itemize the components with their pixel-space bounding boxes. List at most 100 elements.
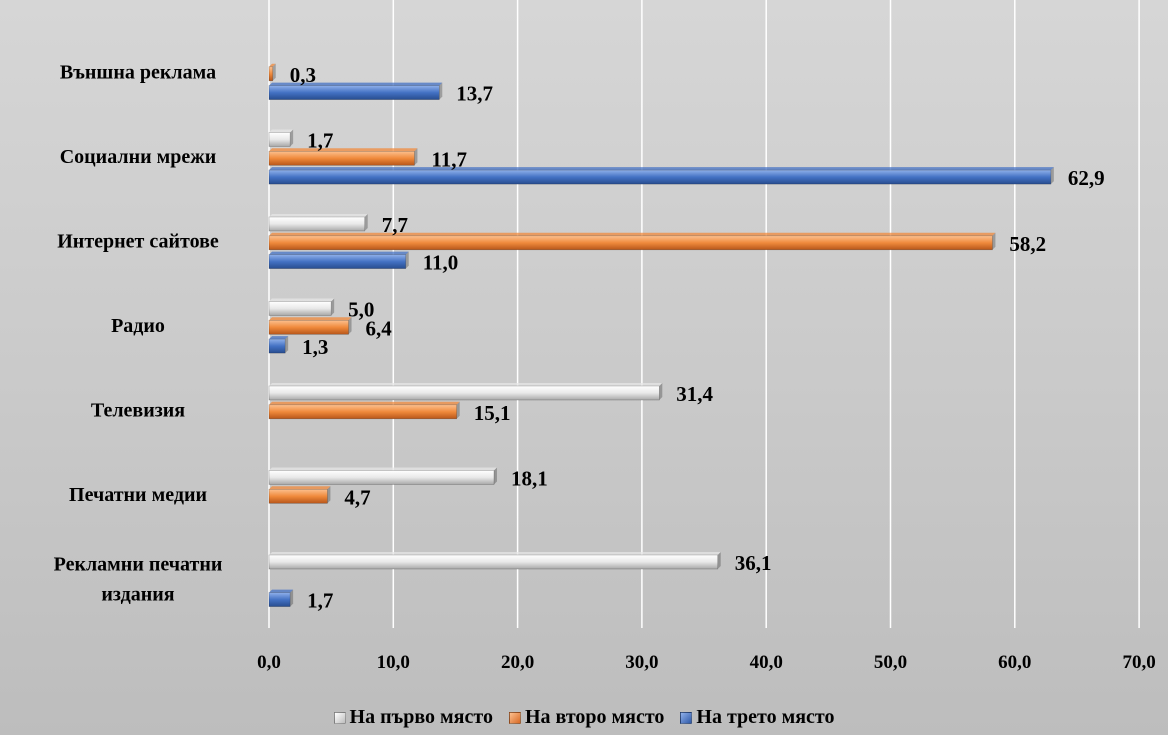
bar-top-face <box>269 336 289 340</box>
bar-side-face <box>348 317 352 335</box>
bar-front-face <box>268 151 415 166</box>
data-label: 4,7 <box>344 485 370 509</box>
legend-item: На второ място <box>508 706 665 729</box>
bar-second-place <box>268 63 276 82</box>
bar-front-face <box>268 385 660 401</box>
grid-lines <box>268 0 1140 628</box>
x-tick-label: 10,0 <box>377 652 410 673</box>
bar-side-face <box>493 467 497 485</box>
bar-second-place <box>268 401 460 420</box>
bar-front-face <box>268 169 1052 185</box>
data-label: 62,9 <box>1068 166 1105 190</box>
category-label: Радио <box>111 315 165 337</box>
bar-second-place <box>268 148 418 166</box>
bar-first-place <box>268 298 335 316</box>
bar-front-face <box>268 132 291 147</box>
legend-label: На трето място <box>696 706 835 728</box>
bar-first-place <box>268 467 497 485</box>
bar-front-face <box>268 488 328 504</box>
data-label: 15,1 <box>474 401 511 425</box>
data-label: 6,4 <box>366 316 393 340</box>
legend-swatch <box>680 711 693 724</box>
bar-side-face <box>456 401 460 419</box>
bar-top-face <box>269 148 418 152</box>
x-tick-label: 60,0 <box>998 652 1031 673</box>
data-label: 11,7 <box>431 147 467 171</box>
bar-top-face <box>269 401 460 405</box>
bar-third-place <box>268 167 1054 185</box>
data-label: 1,7 <box>307 589 333 613</box>
bar-top-face <box>269 467 497 471</box>
data-label: 18,1 <box>511 467 548 491</box>
bar-side-face <box>290 589 294 607</box>
legend-label: На второ място <box>524 706 665 728</box>
bar-top-face <box>269 383 663 386</box>
legend-item: На първо място <box>333 706 493 729</box>
category-label: Социални мрежи <box>60 146 217 168</box>
labels: 0,0 10,0 20,0 30,0 40,0 50,0 60,0 70,0 Външна ре… <box>54 61 1156 673</box>
data-label: 0,3 <box>290 63 316 87</box>
bar-first-place <box>268 214 368 232</box>
bar-side-face <box>414 148 418 166</box>
bar-side-face <box>364 214 368 231</box>
bar-top-face <box>269 232 996 236</box>
bar-third-place <box>268 82 443 100</box>
bar-front-face <box>268 319 349 335</box>
bar-front-face <box>268 66 274 82</box>
bar-side-face <box>272 63 276 81</box>
bar-third-place <box>268 336 289 354</box>
bar-side-face <box>327 486 331 504</box>
bar-side-face <box>1050 167 1054 185</box>
bar-top-face <box>269 317 352 321</box>
data-label: 11,0 <box>423 251 459 275</box>
bar-front-face <box>268 235 993 251</box>
bar-second-place <box>268 317 352 335</box>
bars <box>268 63 1054 607</box>
bar-first-place <box>268 129 294 147</box>
bar-third-place <box>268 589 294 607</box>
bar-side-face <box>405 251 409 269</box>
bar-front-face <box>268 404 457 420</box>
bar-side-face <box>717 552 721 569</box>
bar-side-face <box>659 383 663 400</box>
legend-item: На трето място <box>680 706 834 729</box>
data-label: 5,0 <box>348 298 374 322</box>
bar-front-face <box>268 592 291 607</box>
bar-side-face <box>439 82 443 100</box>
bar-top-face <box>269 552 721 555</box>
bar-top-face <box>269 167 1054 171</box>
bar-top-face <box>269 63 276 67</box>
bar-third-place <box>268 251 409 269</box>
category-label: Интернет сайтове <box>57 230 219 252</box>
bar-top-face <box>269 486 331 490</box>
bar-side-face <box>285 336 289 354</box>
bar-top-face <box>269 251 409 255</box>
bar-second-place <box>268 486 331 504</box>
category-label: Рекламни печатни издания <box>54 553 223 605</box>
legend-swatch <box>508 711 521 724</box>
x-tick-label: 40,0 <box>750 652 783 673</box>
bar-front-face <box>268 554 719 570</box>
data-label: 1,7 <box>307 129 333 153</box>
bar-front-face <box>268 470 495 485</box>
bar-front-face <box>268 338 286 354</box>
x-tick-label: 50,0 <box>874 652 907 673</box>
legend: На първо място На второ място На трето мяс… <box>0 706 1168 729</box>
category-label: Телевизия <box>91 399 185 421</box>
bar-front-face <box>268 254 407 269</box>
bar-side-face <box>331 298 335 316</box>
bar-side-face <box>290 129 294 147</box>
category-label: Печатни медии <box>69 484 207 506</box>
x-tick-label: 0,0 <box>257 652 281 673</box>
bar-first-place <box>268 383 663 401</box>
bar-front-face <box>268 216 366 232</box>
data-label: 7,7 <box>382 213 408 237</box>
bar-chart: 0,0 10,0 20,0 30,0 40,0 50,0 60,0 70,0 Външна ре… <box>53 0 1156 673</box>
bar-first-place <box>268 552 721 570</box>
bar-front-face <box>268 301 332 316</box>
bar-top-face <box>269 129 294 133</box>
legend-swatch <box>333 711 346 724</box>
bar-top-face <box>269 214 368 217</box>
bar-top-face <box>269 298 335 302</box>
